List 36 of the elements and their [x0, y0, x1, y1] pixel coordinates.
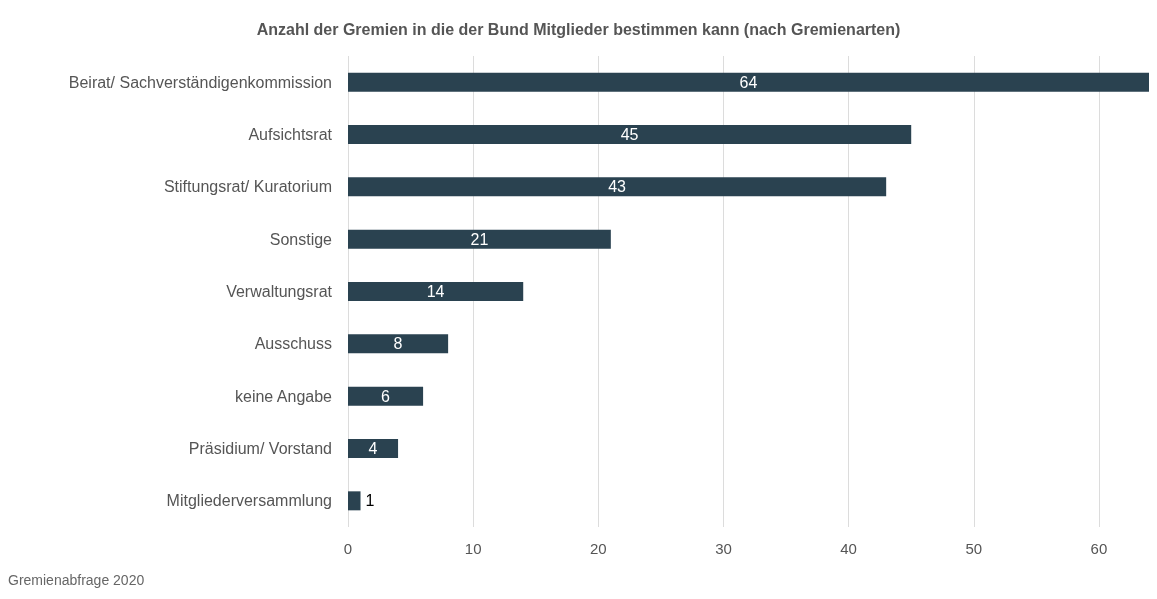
data-label: 43 [608, 178, 627, 196]
data-label: 4 [368, 440, 378, 457]
y-tick-label: Ausschuss [254, 335, 332, 353]
bar [348, 125, 912, 144]
data-label: 14 [426, 283, 445, 300]
x-tick-label: 30 [715, 540, 732, 557]
x-tick-label: 0 [343, 540, 353, 557]
y-tick-label: Aufsichtsrat [248, 126, 333, 143]
data-label: 1 [365, 492, 375, 510]
data-label: 6 [381, 387, 391, 405]
x-tick-label: 10 [464, 540, 482, 557]
chart-title: Anzahl der Gremien in die der Bund Mitglieder bestimmen kann (nach Gremienarten) [256, 20, 901, 38]
bar [348, 177, 887, 197]
y-tick-label: Präsidium/ Vorstand [188, 440, 332, 457]
text: Gremienabfrage 2020 [8, 572, 145, 588]
y-tick-label: Beirat/ Sachverständigenkommission [68, 73, 332, 91]
bar [348, 386, 424, 406]
y-tick-label: keine Angabe [235, 387, 333, 405]
y-tick-label: Sonstige [269, 230, 333, 248]
bar [348, 229, 611, 249]
data-label: 64 [739, 73, 758, 91]
y-tick-label: Verwaltungsrat [226, 283, 333, 300]
data-label: 8 [393, 335, 403, 353]
data-label: 45 [620, 126, 639, 143]
bar [348, 491, 361, 511]
bar [348, 439, 399, 458]
bar [348, 72, 1149, 92]
x-tick-label: 60 [1090, 540, 1108, 557]
data-label: 21 [470, 230, 489, 248]
y-tick-label: Stiftungsrat/ Kuratorium [163, 178, 332, 196]
bar [348, 282, 524, 301]
bar [348, 334, 449, 354]
x-tick-label: 20 [589, 540, 607, 557]
x-tick-label: 50 [965, 540, 983, 557]
y-tick-label: Mitgliederversammlung [166, 492, 332, 510]
x-tick-label: 40 [840, 540, 857, 557]
